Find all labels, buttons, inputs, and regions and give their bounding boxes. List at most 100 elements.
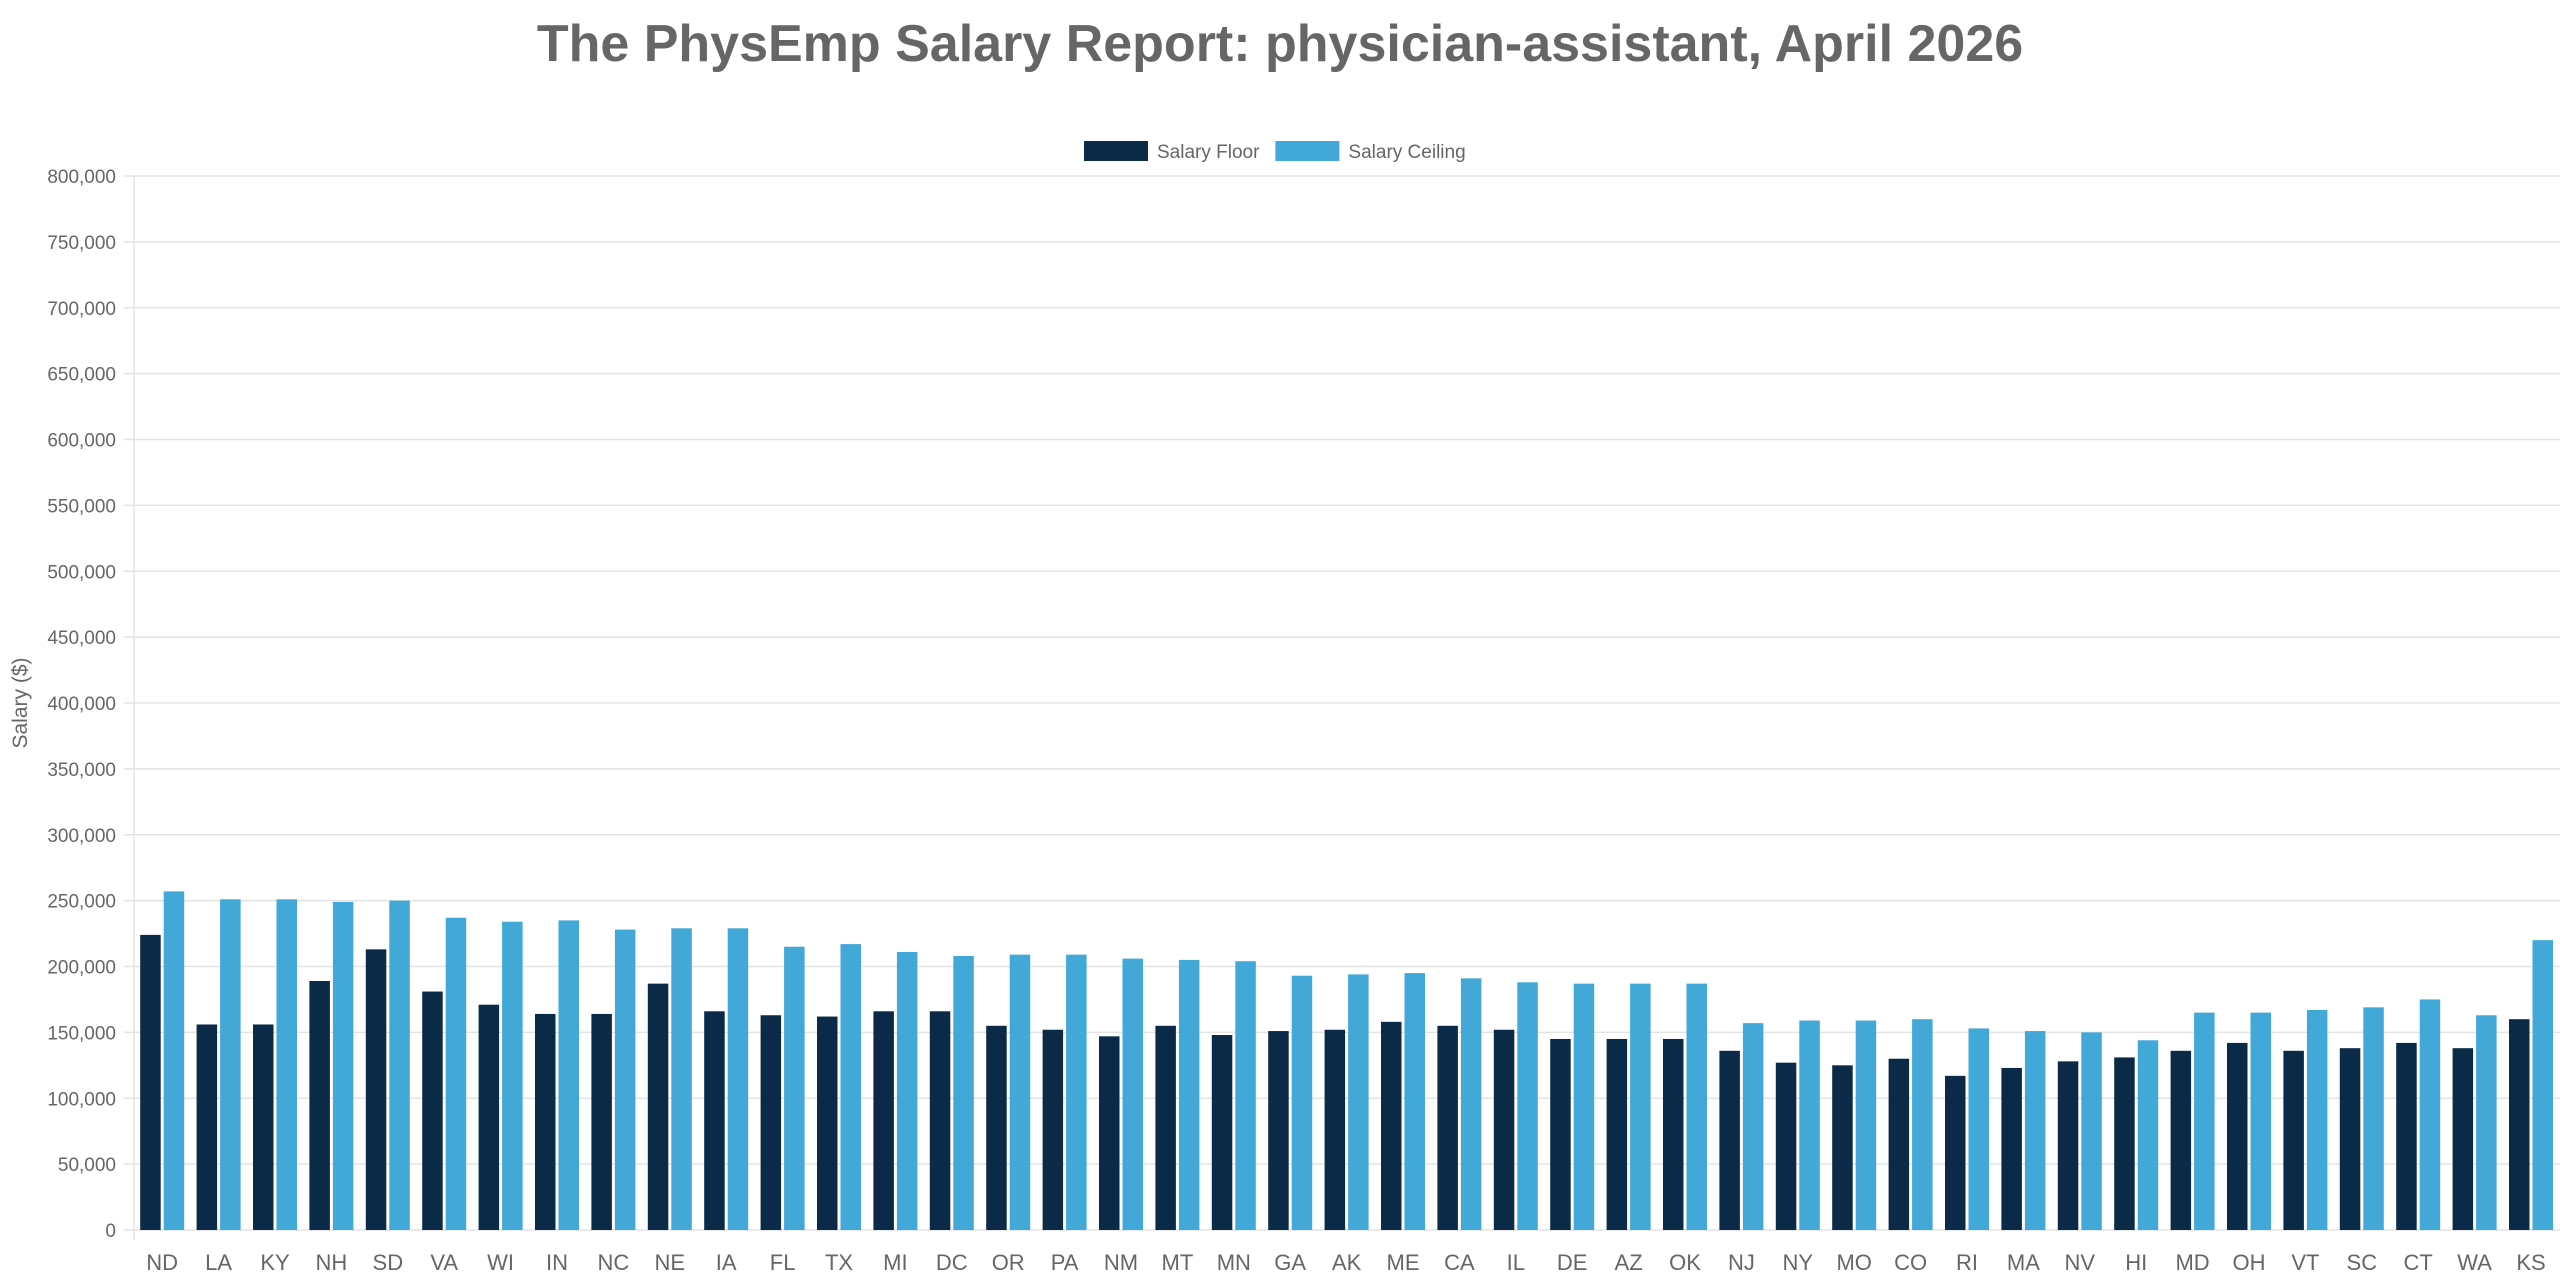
bar-salary-ceiling-me	[1404, 973, 1425, 1230]
x-tick-label-ok: OK	[1669, 1250, 1701, 1275]
x-tick-label-mn: MN	[1217, 1250, 1251, 1275]
bar-salary-ceiling-nc	[614, 929, 636, 1230]
y-tick-label: 500,000	[47, 562, 116, 583]
bar-salary-ceiling-ia	[727, 928, 749, 1230]
bar-salary-floor-ca	[1437, 1025, 1458, 1230]
y-tick-label: 700,000	[47, 299, 116, 320]
y-tick-label: 750,000	[47, 233, 116, 254]
bar-salary-floor-pa	[1042, 1029, 1064, 1230]
x-tick-label-il: IL	[1507, 1250, 1525, 1275]
bar-salary-floor-nm	[1099, 1036, 1120, 1230]
bar-salary-floor-ks	[2509, 1019, 2530, 1230]
bar-salary-ceiling-co	[1912, 1019, 1933, 1230]
x-tick-label-vt: VT	[2291, 1250, 2319, 1275]
x-tick-label-ne: NE	[655, 1250, 686, 1275]
x-tick-label-ca: CA	[1444, 1250, 1475, 1275]
bar-salary-ceiling-wi	[502, 921, 523, 1230]
bar-salary-ceiling-fl	[784, 946, 805, 1230]
bar-salary-ceiling-la	[220, 899, 241, 1230]
bar-salary-ceiling-nd	[163, 891, 185, 1230]
y-axis-title: Salary ($)	[9, 657, 32, 748]
y-tick-label: 200,000	[47, 958, 116, 979]
x-tick-label-nv: NV	[2065, 1250, 2096, 1275]
x-tick-label-mt: MT	[1162, 1250, 1194, 1275]
x-tick-label-mo: MO	[1836, 1250, 1871, 1275]
x-tick-label-md: MD	[2175, 1250, 2209, 1275]
x-tick-label-nc: NC	[598, 1250, 630, 1275]
bar-salary-ceiling-nm	[1122, 958, 1143, 1230]
bar-salary-floor-wa	[2452, 1048, 2474, 1230]
x-tick-label-sc: SC	[2347, 1250, 2378, 1275]
bar-salary-ceiling-az	[1630, 983, 1651, 1230]
x-tick-label-ri: RI	[1956, 1250, 1978, 1275]
legend-label-salary-ceiling: Salary Ceiling	[1348, 142, 1465, 163]
y-tick-label: 100,000	[47, 1089, 116, 1110]
bar-salary-ceiling-de	[1573, 983, 1595, 1230]
bar-salary-floor-in	[535, 1013, 556, 1230]
bar-salary-floor-ia	[704, 1011, 725, 1230]
legend-label-salary-floor: Salary Floor	[1157, 142, 1260, 163]
bar-salary-floor-ne	[647, 983, 669, 1230]
x-tick-label-ak: AK	[1332, 1250, 1362, 1275]
bar-salary-ceiling-ma	[2024, 1031, 2046, 1230]
bar-salary-ceiling-dc	[953, 955, 974, 1230]
bar-salary-ceiling-il	[1517, 982, 1538, 1230]
bar-salary-ceiling-sc	[2363, 1007, 2384, 1230]
bar-salary-floor-la	[196, 1024, 218, 1230]
bar-salary-floor-nd	[140, 934, 161, 1230]
y-axis-ticks: 0 50,000 100,000 150,000 200,000 250,000 300,0…	[47, 167, 116, 1242]
bar-salary-ceiling-sd	[389, 900, 410, 1230]
bar-salary-ceiling-mt	[1178, 959, 1200, 1230]
bar-salary-floor-md	[2170, 1050, 2192, 1230]
bar-salary-floor-il	[1493, 1029, 1515, 1230]
bar-salary-ceiling-nv	[2081, 1032, 2102, 1230]
bar-salary-ceiling-va	[445, 917, 467, 1230]
bar-salary-floor-tx	[817, 1016, 838, 1230]
bar-salary-floor-hi	[2114, 1057, 2135, 1230]
x-tick-label-sd: SD	[373, 1250, 404, 1275]
bar-salary-ceiling-ok	[1686, 983, 1707, 1230]
bar-salary-floor-mn	[1211, 1035, 1233, 1230]
y-tick-label: 550,000	[47, 496, 116, 517]
bar-salary-floor-ri	[1945, 1075, 1966, 1230]
x-tick-label-tx: TX	[825, 1250, 853, 1275]
y-tick-label: 300,000	[47, 826, 116, 847]
bar-salary-ceiling-md	[2194, 1012, 2215, 1230]
bar-salary-floor-nv	[2057, 1061, 2079, 1230]
bar-salary-ceiling-nj	[1742, 1023, 1764, 1230]
y-tick-label: 650,000	[47, 365, 116, 386]
bar-salary-ceiling-ny	[1799, 1020, 1820, 1230]
bar-salary-floor-sd	[365, 949, 387, 1230]
bar-salary-ceiling-in	[558, 920, 579, 1230]
y-tick-label: 350,000	[47, 760, 116, 781]
bar-salary-floor-va	[422, 991, 443, 1230]
y-tick-label: 250,000	[47, 892, 116, 913]
x-tick-label-ky: KY	[260, 1250, 290, 1275]
x-tick-label-hi: HI	[2125, 1250, 2147, 1275]
x-tick-label-nd: ND	[146, 1250, 178, 1275]
bar-salary-floor-oh	[2227, 1042, 2248, 1230]
bar-salary-floor-or	[986, 1025, 1007, 1230]
bar-salary-ceiling-ks	[2532, 940, 2553, 1230]
bar-salary-ceiling-ky	[276, 899, 297, 1230]
x-tick-label-oh: OH	[2233, 1250, 2266, 1275]
x-tick-label-co: CO	[1894, 1250, 1927, 1275]
bar-salary-ceiling-mn	[1235, 961, 1256, 1230]
bar-salary-floor-nh	[309, 980, 330, 1230]
y-tick-label: 450,000	[47, 628, 116, 649]
x-tick-label-ct: CT	[2404, 1250, 2433, 1275]
x-tick-label-or: OR	[992, 1250, 1025, 1275]
bar-salary-floor-ma	[2001, 1067, 2022, 1230]
bar-salary-ceiling-vt	[2306, 1009, 2328, 1230]
bar-salary-floor-ct	[2396, 1042, 2417, 1230]
y-tick-label: 400,000	[47, 694, 116, 715]
legend-swatch-salary-floor	[1084, 141, 1148, 161]
bar-salary-floor-fl	[760, 1015, 782, 1230]
y-tick-label: 600,000	[47, 431, 116, 452]
bar-salary-ceiling-ct	[2419, 999, 2441, 1230]
x-tick-label-de: DE	[1557, 1250, 1588, 1275]
bar-salary-ceiling-tx	[840, 944, 861, 1230]
x-tick-label-me: ME	[1387, 1250, 1420, 1275]
bar-salary-ceiling-wa	[2476, 1015, 2497, 1230]
bar-salary-floor-vt	[2283, 1050, 2304, 1230]
